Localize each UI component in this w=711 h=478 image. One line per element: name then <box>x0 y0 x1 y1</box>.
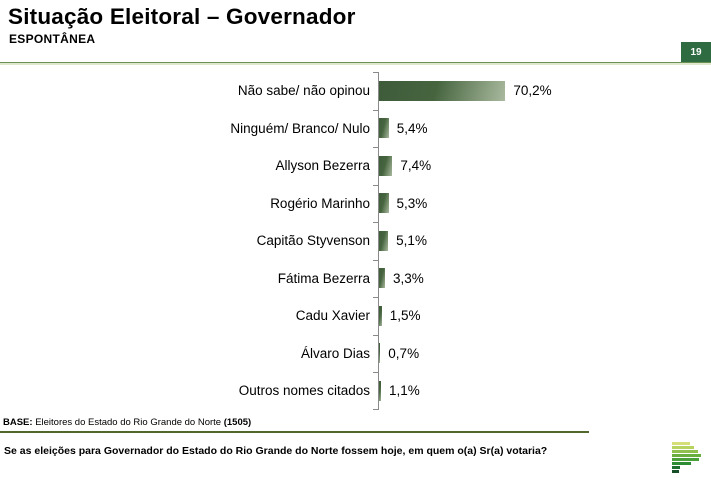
axis-tick <box>373 147 379 148</box>
bar <box>379 118 389 139</box>
axis-tick <box>373 222 379 223</box>
bar <box>379 380 381 401</box>
bar <box>379 230 389 251</box>
base-text: Eleitores do Estado do Rio Grande do Nor… <box>32 417 224 428</box>
chart-axis <box>378 72 379 410</box>
axis-tick <box>373 408 379 410</box>
value-label: 5,4% <box>396 120 428 136</box>
axis-tick <box>373 372 379 373</box>
value-label: 5,3% <box>396 195 428 211</box>
logo-bar <box>672 462 691 465</box>
logo-bar <box>672 470 679 473</box>
category-label: Não sabe/ não opinou <box>237 83 370 99</box>
category-label: Capitão Styvenson <box>256 233 370 249</box>
logo-bar <box>672 454 701 457</box>
category-label: Ninguém/ Branco/ Nulo <box>230 120 370 136</box>
bar <box>379 193 389 214</box>
value-label: 0,7% <box>388 345 420 361</box>
value-label: 70,2% <box>513 83 552 99</box>
institute-logo <box>672 442 704 476</box>
bar <box>379 80 506 101</box>
bar-chart: Não sabe/ não opinou 70,2% Ninguém/ Branco… <box>0 72 711 410</box>
base-note: BASE: Eleitores do Estado do Rio Grande … <box>3 417 251 428</box>
page-number-badge: 19 <box>681 42 711 62</box>
page-subtitle: ESPONTÂNEA <box>9 32 96 46</box>
base-prefix: BASE: <box>3 417 33 428</box>
logo-bar <box>672 458 699 461</box>
survey-question: Se as eleições para Governador do Estado… <box>4 445 548 457</box>
axis-tick <box>373 334 379 336</box>
footer-divider <box>0 431 589 433</box>
header-divider <box>0 62 711 65</box>
category-label: Outros nomes citados <box>238 383 370 399</box>
logo-bar <box>672 442 690 445</box>
axis-tick <box>373 297 379 298</box>
category-label: Álvaro Dias <box>300 345 370 361</box>
category-label: Fátima Bezerra <box>277 270 370 286</box>
axis-tick <box>373 184 379 186</box>
value-label: 5,1% <box>396 233 427 249</box>
logo-bar <box>672 466 680 469</box>
category-label: Cadu Xavier <box>295 308 370 324</box>
value-label: 1,5% <box>389 308 421 324</box>
axis-tick <box>373 72 379 73</box>
axis-tick <box>373 259 379 261</box>
logo-bar <box>672 450 698 453</box>
value-label: 3,3% <box>392 270 424 286</box>
base-count: (1505) <box>223 417 252 428</box>
category-label: Allyson Bezerra <box>275 158 370 174</box>
axis-tick <box>373 109 379 111</box>
bar <box>379 155 393 176</box>
category-label: Rogério Marinho <box>270 195 370 211</box>
bar <box>379 343 381 364</box>
logo-bar <box>672 446 694 449</box>
value-label: 7,4% <box>400 158 432 174</box>
bar <box>379 305 382 326</box>
page-title: Situação Eleitoral – Governador <box>8 4 356 29</box>
value-label: 1,1% <box>388 383 420 399</box>
bar <box>379 268 385 289</box>
